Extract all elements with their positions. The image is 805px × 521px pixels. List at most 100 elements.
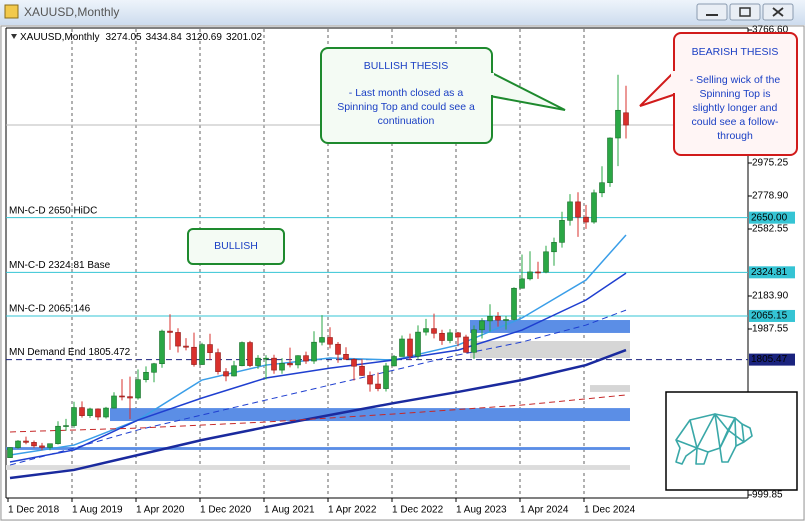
candle-body: [15, 440, 21, 448]
price-zone: [590, 385, 630, 392]
callout-line: - Last month closed as a: [349, 87, 464, 99]
candle-body: [247, 342, 253, 366]
candle-body: [335, 343, 341, 355]
candle-body: [31, 442, 37, 447]
candle-body: [607, 137, 613, 184]
candle-body: [47, 443, 53, 448]
candle-body: [79, 407, 85, 416]
x-tick-label: 1 Aug 2023: [456, 505, 507, 516]
candle-body: [287, 363, 293, 366]
level-label: MN-C-D 2324.81 Base: [9, 260, 111, 271]
level-tag-bg: [749, 211, 795, 224]
callout-box: [673, 32, 798, 156]
header-high: 3434.84: [146, 32, 183, 43]
candle-body: [255, 357, 261, 366]
header-low: 3120.69: [186, 32, 223, 43]
candle-body: [199, 344, 205, 365]
y-tick-label: 2183.90: [752, 291, 789, 302]
candle-body: [559, 220, 565, 243]
bullish-thesis-callout: BULLISH THESIS - Last month closed as a …: [320, 47, 566, 144]
close-icon: [772, 7, 784, 17]
candle-body: [511, 287, 517, 320]
price-zone: [6, 465, 630, 470]
candle-body: [503, 319, 509, 321]
x-tick-label: 1 Apr 2020: [136, 505, 185, 516]
candle-body: [279, 363, 285, 371]
candle-body: [423, 328, 429, 333]
x-tick-label: 1 Apr 2022: [328, 505, 377, 516]
bear-logo: [665, 391, 798, 491]
x-tick-label: 1 Dec 2020: [200, 505, 252, 516]
x-tick-label: 1 Dec 2018: [8, 505, 60, 516]
minimize-button[interactable]: [696, 3, 728, 21]
candle-body: [359, 365, 365, 376]
candle-body: [327, 337, 333, 345]
chart-header: XAUUSD,Monthly 3274.05 3434.84 3120.69 3201.…: [20, 32, 263, 43]
candle-body: [127, 396, 133, 399]
candle-body: [623, 112, 629, 126]
callout-line: slightly longer and: [693, 102, 778, 114]
logo-box: [665, 391, 798, 491]
candle-body: [135, 379, 141, 399]
plot-layer: 1 Dec 2018 1 Aug 2019 1 Apr 2020 1 Dec 2020…: [6, 25, 789, 516]
candle-body: [159, 330, 165, 365]
x-tick-label: 1 Apr 2024: [520, 505, 569, 516]
candle-body: [7, 447, 13, 458]
x-tick-label: 1 Aug 2019: [72, 505, 123, 516]
header-open: 3274.05: [105, 32, 142, 43]
candle-body: [55, 425, 61, 445]
indicator-line: [9, 272, 627, 463]
header-marker: [11, 34, 17, 39]
candle-body: [191, 346, 197, 365]
level-label: MN-C-D 2650 HiDC: [9, 205, 97, 216]
header-close: 3201.02: [226, 32, 263, 43]
candle-body: [407, 338, 413, 357]
bullish-label: BULLISH: [187, 228, 285, 265]
candle-body: [599, 182, 605, 194]
callout-title: BULLISH THESIS: [364, 60, 448, 72]
window-icon: [4, 4, 19, 19]
logo-bear: [675, 413, 753, 465]
label-text: BULLISH: [214, 240, 258, 252]
candle-body: [103, 407, 109, 418]
candle-body: [71, 407, 77, 426]
candle-body: [39, 445, 45, 448]
callout-line: Spinning Top and could see a: [337, 101, 475, 113]
restore-icon: [739, 7, 751, 17]
candle-body: [527, 271, 533, 280]
x-tick-label: 1 Dec 2024: [584, 505, 636, 516]
callout-line: through: [717, 130, 753, 142]
candle-body: [175, 332, 181, 347]
candle-body: [383, 365, 389, 389]
candle-body: [167, 330, 173, 333]
level-tag: 2324.81: [751, 267, 788, 278]
y-tick-label: 3766.60: [752, 25, 789, 36]
level-tag: 1805.47: [751, 354, 788, 365]
candle-body: [575, 201, 581, 218]
level-tag-bg: [749, 309, 795, 322]
candle-body: [151, 363, 157, 373]
x-tick-label: 1 Dec 2022: [392, 505, 444, 516]
candle-body: [487, 316, 493, 322]
candle-body: [375, 383, 381, 389]
candle-body: [455, 332, 461, 338]
level-tag-bg: [749, 353, 795, 366]
candle-body: [431, 328, 437, 334]
level-label: MN-C-D 2065.146: [9, 304, 91, 315]
level-tag: 2065.15: [751, 311, 788, 322]
y-tick-label: 2778.90: [752, 191, 789, 202]
y-tick-label: 2582.55: [752, 224, 789, 235]
candle-body: [183, 345, 189, 348]
restore-button[interactable]: [729, 3, 761, 21]
candle-body: [519, 278, 525, 289]
candle-body: [23, 440, 29, 443]
indicator-line: [9, 394, 627, 433]
candle-body: [223, 371, 229, 377]
candle-body: [271, 357, 277, 371]
candle-body: [87, 408, 93, 416]
candle-body: [591, 192, 597, 223]
candle-body: [111, 395, 117, 409]
price-zone: [110, 408, 630, 422]
window-buttons[interactable]: [696, 3, 794, 21]
label-box: [187, 228, 285, 265]
